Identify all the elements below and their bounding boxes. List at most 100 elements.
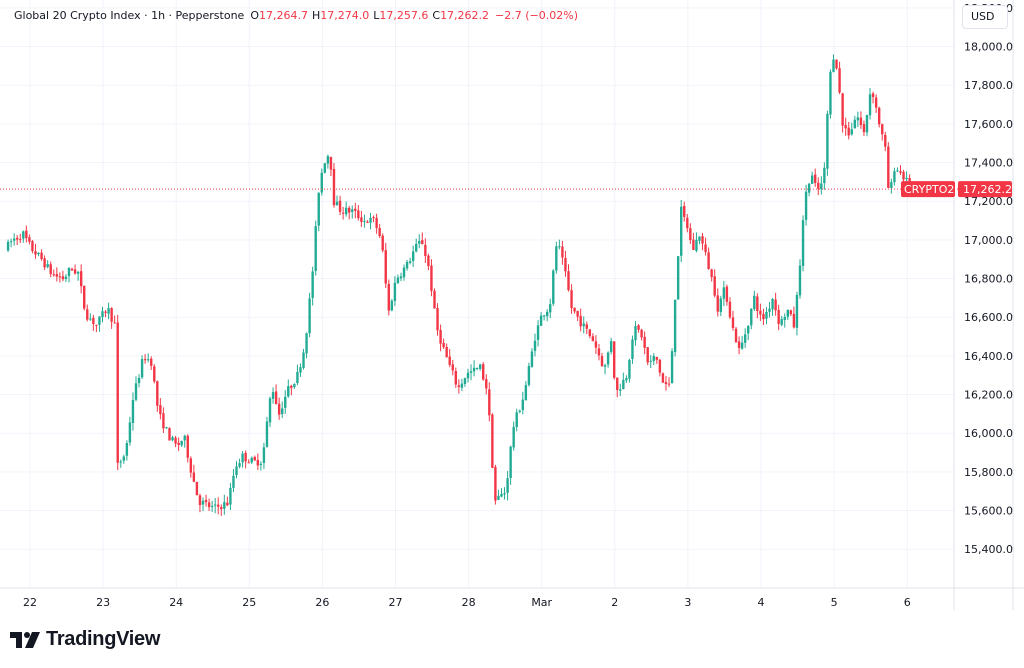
symbol-title[interactable]: Global 20 Crypto Index · 1h · Pepperston… — [14, 9, 245, 22]
candle-body — [521, 399, 525, 411]
candle-body — [357, 210, 360, 219]
candle-body — [448, 356, 451, 365]
x-tick-label: 22 — [23, 596, 37, 609]
candle-body — [795, 294, 799, 328]
candle-body — [168, 427, 171, 441]
candle-body — [287, 386, 290, 397]
open-value: 17,264.7 — [259, 9, 308, 22]
candle-body — [820, 183, 823, 190]
candle-body — [628, 359, 631, 379]
candle-body — [841, 93, 844, 126]
y-tick-label: 16,800.0 — [964, 273, 1013, 286]
candle-body — [43, 258, 46, 268]
candle-body — [265, 421, 269, 447]
low-label: L — [373, 9, 380, 22]
candle-body — [676, 256, 680, 300]
candle-body — [247, 462, 250, 464]
candle-body — [719, 298, 722, 313]
candle-body — [536, 325, 540, 340]
candle-body — [341, 212, 345, 214]
candle-body — [159, 405, 162, 415]
candle-body — [609, 341, 613, 353]
candle-body — [67, 267, 71, 277]
currency-selector[interactable]: USD — [962, 5, 1008, 29]
candle-body — [37, 252, 40, 255]
y-tick-label: 15,600.0 — [964, 505, 1013, 518]
candle-body — [95, 324, 98, 326]
candle-body — [363, 220, 366, 222]
candle-body — [241, 453, 244, 463]
candle-body — [838, 68, 841, 93]
candle-body — [442, 342, 445, 348]
candle-body — [52, 274, 55, 276]
candle-body — [162, 413, 165, 429]
x-tick-label: 4 — [758, 596, 765, 609]
candle-body — [317, 192, 320, 226]
candle-body — [807, 183, 811, 193]
candle-body — [494, 466, 497, 501]
x-tick-label: 28 — [462, 596, 476, 609]
candle-body — [673, 299, 677, 352]
candle-body — [500, 493, 503, 497]
candle-body — [497, 495, 500, 500]
candle-body — [451, 364, 454, 371]
candle-body — [475, 367, 479, 369]
candle-body — [201, 500, 205, 505]
candle-body — [354, 208, 357, 211]
candle-body — [369, 217, 372, 223]
candle-body — [146, 359, 150, 361]
candle-body — [713, 276, 716, 296]
candle-body — [491, 414, 494, 468]
candle-body — [810, 175, 814, 184]
time-axis[interactable]: 22 23 24 25 26 27 28 Mar 2 3 4 5 6 — [23, 596, 911, 609]
candle-body — [865, 114, 869, 133]
candle-body — [238, 463, 241, 467]
candle-body — [262, 447, 266, 463]
candle-body — [101, 311, 104, 318]
candle-body — [277, 403, 281, 415]
close-label: C — [432, 9, 441, 22]
candle-body — [658, 359, 662, 373]
candle-body — [360, 217, 363, 222]
candle-body — [195, 481, 199, 496]
candle-body — [564, 258, 567, 272]
candle-body — [734, 328, 738, 343]
candle-body — [198, 495, 202, 506]
candles — [6, 54, 914, 516]
candle-body — [387, 283, 390, 311]
tradingview-brand[interactable]: TradingView — [10, 628, 160, 651]
candle-body — [549, 304, 552, 313]
x-tick-label: 25 — [242, 596, 256, 609]
candle-body — [722, 287, 726, 299]
candle-body — [156, 381, 159, 406]
candle-body — [244, 452, 247, 462]
candle-body — [591, 336, 595, 342]
candle-body — [652, 355, 655, 362]
candle-body — [335, 201, 339, 206]
candle-body — [853, 119, 857, 129]
candle-body — [783, 317, 786, 320]
candle-body — [619, 389, 622, 391]
x-tick-label: 6 — [904, 596, 911, 609]
candle-body — [743, 334, 747, 343]
candle-body — [533, 340, 537, 351]
candle-body — [366, 221, 369, 223]
candle-body — [165, 427, 168, 429]
candle-body — [823, 167, 826, 184]
candle-body — [131, 400, 135, 423]
price-tags: CRYPTO20 17,262.2 — [901, 181, 1012, 198]
brand-name: TradingView — [46, 628, 161, 650]
candle-body — [579, 315, 582, 327]
candle-body — [55, 274, 59, 277]
candle-body — [542, 315, 546, 317]
candle-body — [284, 396, 287, 408]
candle-body — [207, 502, 211, 508]
x-tick-label: Mar — [531, 596, 552, 609]
candle-body — [750, 308, 753, 326]
candle-body — [390, 300, 394, 311]
high-label: H — [311, 9, 321, 22]
price-axis[interactable]: 18,200.018,000.017,800.017,600.017,400.0… — [964, 2, 1013, 556]
candle-body — [433, 290, 436, 309]
candle-body — [107, 308, 110, 314]
